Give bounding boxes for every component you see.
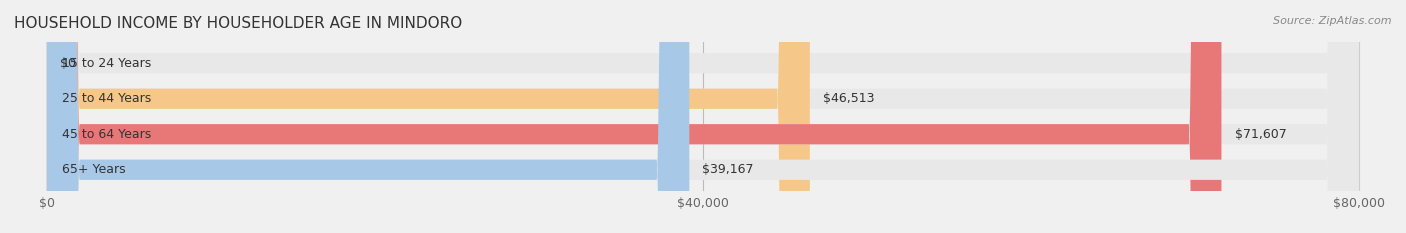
- Text: 25 to 44 Years: 25 to 44 Years: [62, 92, 150, 105]
- FancyBboxPatch shape: [46, 0, 810, 233]
- Text: HOUSEHOLD INCOME BY HOUSEHOLDER AGE IN MINDORO: HOUSEHOLD INCOME BY HOUSEHOLDER AGE IN M…: [14, 16, 463, 31]
- FancyBboxPatch shape: [46, 0, 1360, 233]
- FancyBboxPatch shape: [46, 0, 1360, 233]
- FancyBboxPatch shape: [46, 0, 1360, 233]
- Text: $39,167: $39,167: [703, 163, 754, 176]
- FancyBboxPatch shape: [46, 0, 689, 233]
- Text: $0: $0: [60, 57, 76, 70]
- FancyBboxPatch shape: [46, 0, 1222, 233]
- Text: $71,607: $71,607: [1234, 128, 1286, 141]
- Text: Source: ZipAtlas.com: Source: ZipAtlas.com: [1274, 16, 1392, 26]
- Text: 15 to 24 Years: 15 to 24 Years: [62, 57, 150, 70]
- FancyBboxPatch shape: [46, 0, 1360, 233]
- Text: $46,513: $46,513: [823, 92, 875, 105]
- Text: 65+ Years: 65+ Years: [62, 163, 125, 176]
- Text: 45 to 64 Years: 45 to 64 Years: [62, 128, 150, 141]
